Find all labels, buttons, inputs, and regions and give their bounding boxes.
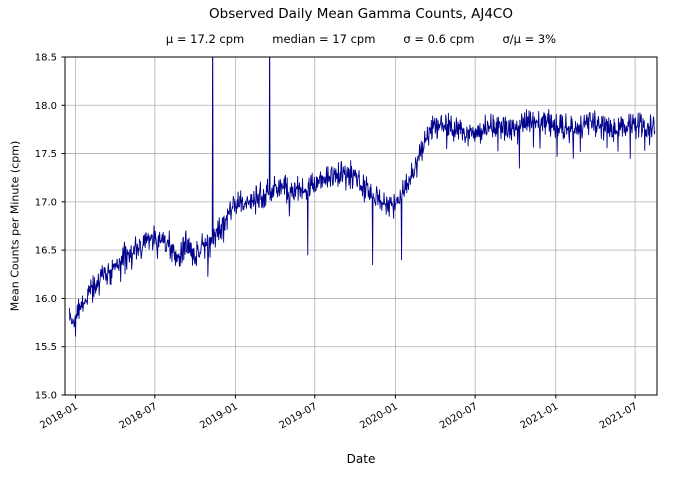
x-axis-label: Date	[346, 452, 376, 466]
svg-text:2018-07: 2018-07	[118, 401, 160, 431]
svg-text:16.0: 16.0	[35, 294, 57, 305]
stat-cv: σ/μ = 3%	[502, 32, 557, 46]
svg-text:2020-07: 2020-07	[438, 401, 480, 431]
stat-mean: μ = 17.2 cpm	[165, 32, 245, 46]
svg-text:18.0: 18.0	[35, 101, 57, 112]
stat-median: median = 17 cpm	[272, 32, 376, 46]
svg-text:2018-01: 2018-01	[38, 401, 80, 431]
chart-title: Observed Daily Mean Gamma Counts, AJ4CO	[209, 6, 513, 22]
svg-text:15.5: 15.5	[35, 342, 57, 353]
svg-text:2021-01: 2021-01	[519, 401, 561, 431]
chart-subtitle: μ = 17.2 cpm median = 17 cpm σ = 0.6 cpm…	[166, 32, 556, 46]
svg-text:2020-01: 2020-01	[358, 401, 400, 431]
svg-text:17.0: 17.0	[35, 197, 57, 208]
svg-text:16.5: 16.5	[35, 246, 57, 257]
svg-text:15.0: 15.0	[35, 391, 57, 402]
svg-text:2019-01: 2019-01	[198, 401, 240, 431]
svg-text:2019-07: 2019-07	[278, 401, 320, 431]
svg-text:2021-07: 2021-07	[598, 401, 640, 431]
stat-sigma: σ = 0.6 cpm	[403, 32, 475, 46]
svg-text:18.5: 18.5	[35, 53, 57, 64]
svg-text:17.5: 17.5	[35, 149, 57, 160]
